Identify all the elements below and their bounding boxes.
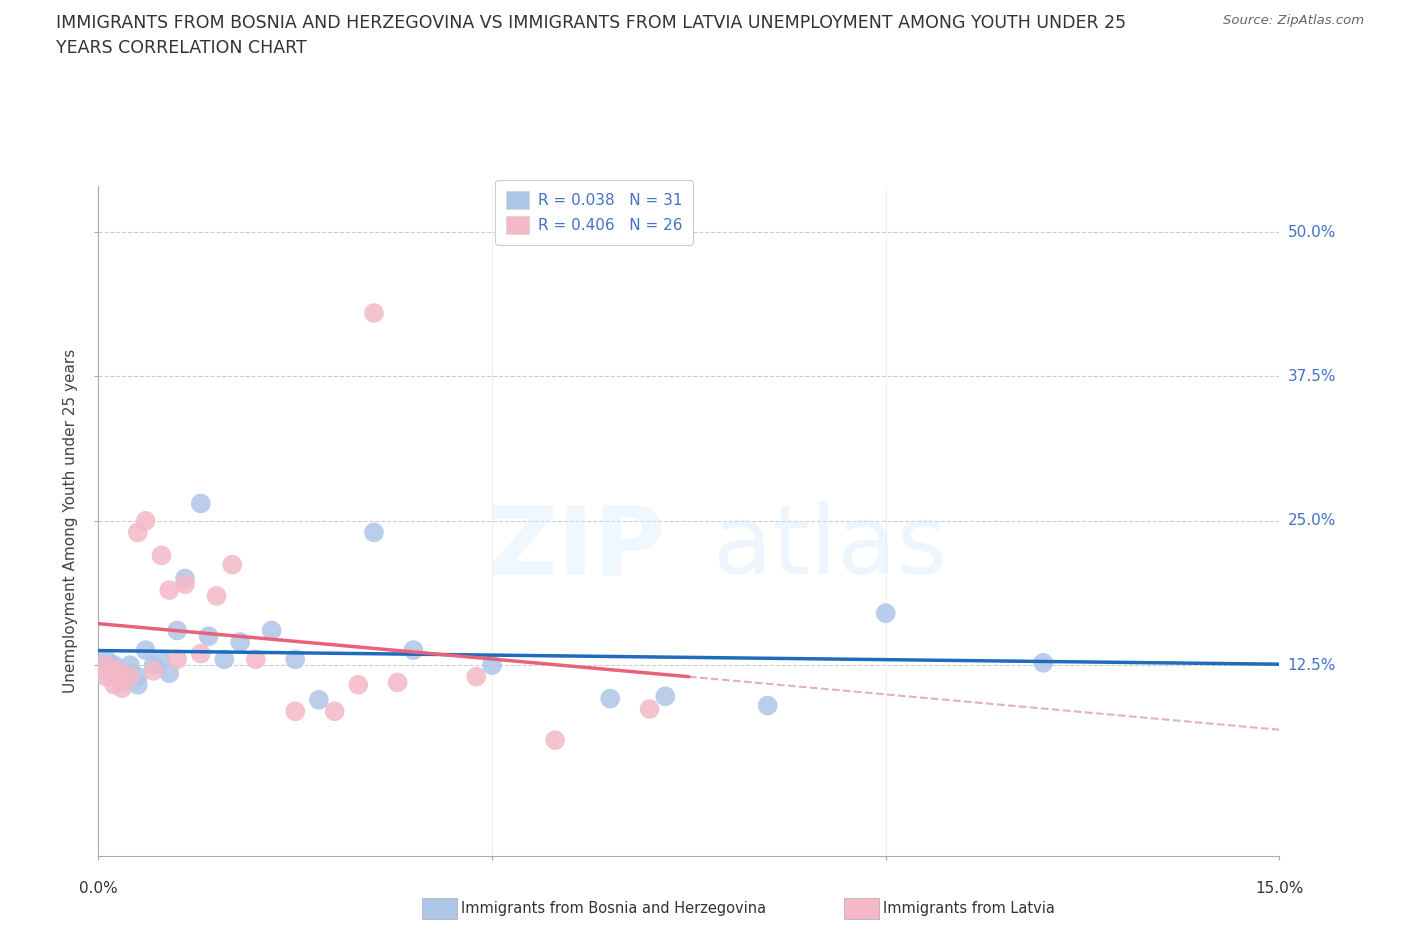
Point bbox=[638, 701, 661, 716]
Text: 37.5%: 37.5% bbox=[1288, 369, 1336, 384]
Point bbox=[157, 582, 180, 597]
Point bbox=[103, 677, 125, 692]
Point bbox=[150, 548, 173, 563]
Point bbox=[363, 306, 385, 321]
Text: 50.0%: 50.0% bbox=[1288, 225, 1336, 240]
Text: Immigrants from Bosnia and Herzegovina: Immigrants from Bosnia and Herzegovina bbox=[461, 901, 766, 916]
Point bbox=[284, 652, 307, 667]
Point bbox=[96, 658, 118, 672]
Point bbox=[875, 605, 897, 620]
Y-axis label: Unemployment Among Youth under 25 years: Unemployment Among Youth under 25 years bbox=[63, 349, 79, 693]
Point bbox=[347, 677, 370, 692]
Point bbox=[135, 643, 157, 658]
Point bbox=[118, 666, 141, 681]
Point bbox=[118, 670, 141, 684]
Text: ZIP: ZIP bbox=[488, 501, 665, 594]
Point bbox=[205, 589, 228, 604]
Point bbox=[363, 525, 385, 539]
Point bbox=[308, 692, 330, 707]
Point bbox=[190, 496, 212, 511]
Point bbox=[214, 652, 236, 667]
Point bbox=[111, 670, 134, 684]
Point bbox=[96, 663, 118, 678]
Point bbox=[174, 571, 197, 586]
Text: 25.0%: 25.0% bbox=[1288, 513, 1336, 528]
Point bbox=[142, 663, 165, 678]
Point bbox=[96, 652, 118, 667]
Text: 15.0%: 15.0% bbox=[1256, 881, 1303, 896]
Point bbox=[245, 652, 267, 667]
Point bbox=[96, 670, 118, 684]
Point bbox=[599, 691, 621, 706]
Point bbox=[260, 623, 283, 638]
Point bbox=[1032, 656, 1054, 671]
Point bbox=[402, 643, 425, 658]
Point bbox=[166, 652, 188, 667]
Point bbox=[135, 513, 157, 528]
Point bbox=[127, 670, 149, 684]
Point bbox=[544, 733, 567, 748]
Point bbox=[111, 666, 134, 681]
Point bbox=[142, 658, 165, 672]
Text: Source: ZipAtlas.com: Source: ZipAtlas.com bbox=[1223, 14, 1364, 27]
Point bbox=[387, 675, 409, 690]
Point bbox=[323, 704, 346, 719]
Text: Immigrants from Latvia: Immigrants from Latvia bbox=[883, 901, 1054, 916]
Point bbox=[111, 675, 134, 690]
Text: 0.0%: 0.0% bbox=[79, 881, 118, 896]
Point bbox=[481, 658, 503, 672]
Point bbox=[221, 557, 243, 572]
Point bbox=[127, 677, 149, 692]
Point bbox=[157, 666, 180, 681]
Point bbox=[103, 663, 125, 678]
Point bbox=[229, 634, 252, 649]
Point bbox=[465, 670, 488, 684]
Point bbox=[284, 704, 307, 719]
Point bbox=[103, 658, 125, 672]
Text: IMMIGRANTS FROM BOSNIA AND HERZEGOVINA VS IMMIGRANTS FROM LATVIA UNEMPLOYMENT AM: IMMIGRANTS FROM BOSNIA AND HERZEGOVINA V… bbox=[56, 14, 1126, 32]
Point bbox=[118, 658, 141, 672]
Text: 12.5%: 12.5% bbox=[1288, 658, 1336, 672]
Point bbox=[174, 577, 197, 591]
Point bbox=[166, 623, 188, 638]
Legend: R = 0.038   N = 31, R = 0.406   N = 26: R = 0.038 N = 31, R = 0.406 N = 26 bbox=[495, 180, 693, 245]
Point bbox=[197, 629, 219, 644]
Point bbox=[150, 652, 173, 667]
Point bbox=[654, 689, 676, 704]
Point bbox=[190, 646, 212, 661]
Point bbox=[111, 681, 134, 696]
Text: YEARS CORRELATION CHART: YEARS CORRELATION CHART bbox=[56, 39, 307, 57]
Point bbox=[103, 666, 125, 681]
Point bbox=[127, 525, 149, 539]
Text: atlas: atlas bbox=[713, 501, 948, 594]
Point bbox=[756, 698, 779, 713]
